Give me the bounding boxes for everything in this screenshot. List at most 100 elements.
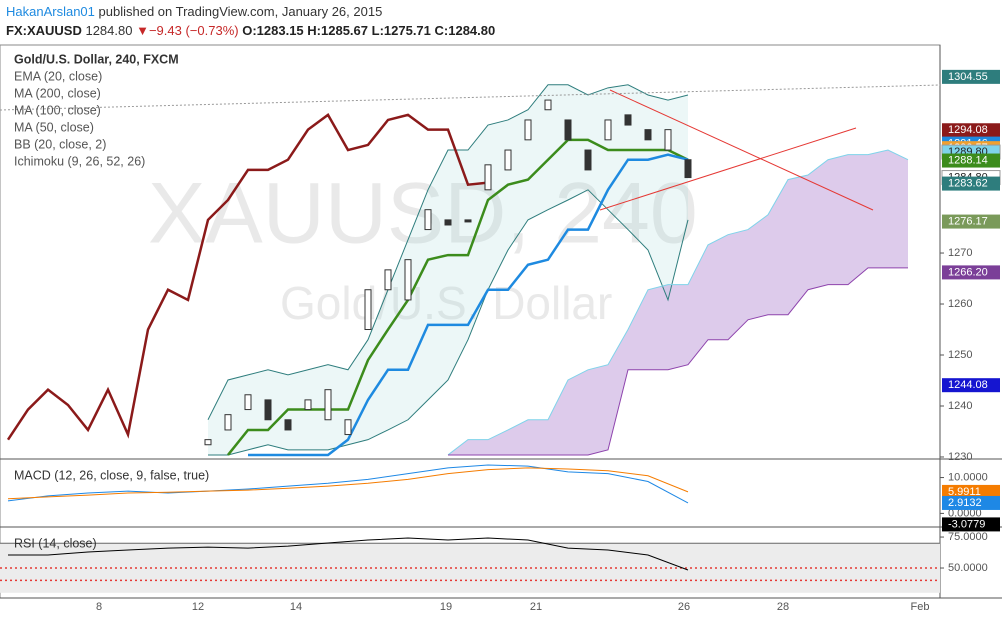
candle (604, 119, 612, 141)
chart-title: Gold/U.S. Dollar, 240, FXCM (14, 52, 179, 66)
change: −9.43 (−0.73%) (148, 23, 239, 38)
legend-entry: EMA (20, close) (14, 69, 102, 83)
trend-line (0, 84, 941, 111)
legend-entry: MA (100, close) (14, 103, 101, 117)
pane-title: MACD (12, 26, close, 9, false, true) (14, 468, 209, 482)
candle (224, 414, 232, 431)
x-tick-label: 21 (530, 601, 542, 613)
quote-line: FX:XAUUSD 1284.80 ▼−9.43 (−0.73%) O:1283… (6, 21, 495, 40)
price-label-box (942, 265, 1000, 280)
legend-entry: MA (50, close) (14, 120, 94, 134)
price-label: 1304.55 (948, 71, 988, 83)
price-label: 1283.62 (948, 177, 988, 189)
indicator-line (207, 84, 689, 420)
indicator-line (208, 189, 689, 456)
legend-entry: BB (20, close, 2) (14, 137, 106, 151)
indicator-line (447, 149, 909, 456)
candle (324, 389, 332, 421)
low: L:1275.71 (371, 23, 431, 38)
x-tick-label: 12 (192, 601, 204, 613)
candle (624, 114, 632, 126)
candle (664, 129, 672, 151)
candle (524, 119, 532, 141)
indicator-line (8, 537, 689, 571)
price-label-box (942, 214, 1000, 229)
price-label-box (942, 69, 1000, 84)
y-tick-label: 1270 (948, 247, 972, 259)
y-tick-label: 75.0000 (948, 531, 988, 543)
indicator-line (448, 267, 908, 456)
high: H:1285.67 (307, 23, 368, 38)
candle (204, 439, 212, 446)
publisher[interactable]: HakanArslan01 (6, 4, 95, 19)
published: published on TradingView.com, January 26… (98, 4, 383, 19)
price-label-box (942, 517, 1000, 532)
cloud-fill (448, 150, 908, 455)
close: C:1284.80 (434, 23, 496, 38)
y-tick-label: 10.0000 (948, 471, 988, 483)
change-arrow: ▼ (136, 23, 149, 38)
y-tick-label: 50.0000 (948, 562, 988, 574)
bb-fill (208, 84, 688, 455)
price-label: 1244.08 (948, 379, 988, 391)
price-label-box (942, 495, 1000, 510)
price-label-box (942, 378, 1000, 393)
candle (244, 394, 252, 411)
price-label-box (942, 123, 1000, 138)
trend-line (599, 127, 857, 211)
candle (684, 159, 692, 179)
price-label: 1288.14 (948, 154, 988, 166)
indicator-line (7, 467, 689, 500)
candle (424, 209, 432, 231)
trend-line (609, 89, 874, 211)
publish-line: HakanArslan01 published on TradingView.c… (6, 2, 495, 21)
pane-title: RSI (14, close) (14, 536, 97, 550)
price-label-box (942, 484, 1000, 499)
x-tick-label: 8 (96, 601, 102, 613)
candle (344, 419, 352, 436)
candle (544, 99, 552, 111)
candle (484, 164, 492, 191)
price-label-box (942, 153, 1000, 168)
x-tick-label: 26 (678, 601, 690, 613)
y-tick-label: 1240 (948, 400, 972, 412)
candle (444, 219, 452, 226)
x-tick-label: 28 (777, 601, 789, 613)
price-label: 1276.17 (948, 215, 988, 227)
price-label: 1266.20 (948, 266, 988, 278)
y-tick-label: 1260 (948, 298, 972, 310)
candle (404, 259, 412, 301)
legend-entry: MA (200, close) (14, 86, 101, 100)
price-label: 1294.08 (948, 124, 988, 136)
x-tick-label: Feb (911, 601, 930, 613)
price-label: -3.0779 (948, 518, 985, 530)
price-label: 2.9132 (948, 497, 982, 509)
candle (364, 289, 372, 331)
y-tick-label: 0.0000 (948, 507, 982, 519)
candle (504, 149, 512, 171)
candle (264, 399, 272, 421)
header: HakanArslan01 published on TradingView.c… (6, 2, 495, 40)
candle (564, 119, 572, 141)
candle (584, 149, 592, 171)
y-tick-label: 1230 (948, 451, 972, 463)
candle (304, 399, 312, 411)
candle (464, 219, 472, 223)
y-tick-label: 1250 (948, 349, 972, 361)
candle (384, 269, 392, 291)
candle (284, 419, 292, 431)
candle (644, 129, 652, 141)
symbol: FX:XAUUSD (6, 23, 82, 38)
x-tick-label: 19 (440, 601, 452, 613)
open: O:1283.15 (242, 23, 304, 38)
price-label: 5.9911 (948, 486, 981, 498)
price: 1284.80 (85, 23, 133, 38)
watermark-subtitle: Gold/U.S. Dollar (280, 277, 612, 329)
price-label-box (942, 176, 1000, 191)
indicator-line (7, 464, 689, 504)
x-tick-label: 14 (290, 601, 302, 613)
legend-entry: Ichimoku (9, 26, 52, 26) (14, 154, 145, 168)
indicator-line (6, 113, 489, 441)
